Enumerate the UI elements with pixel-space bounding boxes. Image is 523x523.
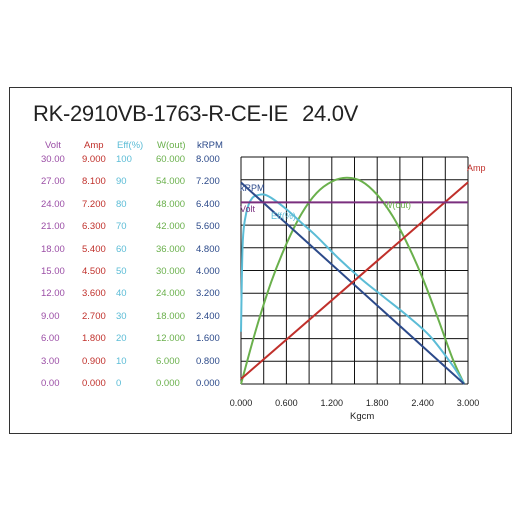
model-name: RK-2910VB-1763-R-CE-IE — [33, 101, 289, 126]
axis-tick-volt: 15.00 — [41, 266, 65, 277]
axis-tick-wout: 12.000 — [156, 333, 186, 345]
axis-tick-eff: 10 — [116, 355, 127, 367]
axis-tick-krpm: 4.800 — [196, 243, 220, 255]
series-line-wout — [240, 176, 466, 385]
axis-tick-amp: 8.100 — [82, 176, 106, 188]
axis-tick-eff: 70 — [116, 221, 127, 233]
axis-tick-amp: 7.200 — [82, 198, 106, 210]
axis-tick-krpm: 3.200 — [196, 288, 220, 300]
axis-tick-krpm: 5.600 — [196, 221, 220, 233]
x-tick-label: 0.000 — [229, 398, 253, 408]
axis-tick-amp: 2.700 — [82, 310, 106, 322]
axis-tick-krpm: 8.000 — [196, 154, 220, 165]
axis-tick-amp: 0.000 — [82, 378, 106, 389]
axis-tick-wout: 6.000 — [156, 355, 180, 367]
axis-tick-volt: 3.00 — [41, 355, 60, 367]
axis-tick-amp: 9.000 — [82, 154, 106, 165]
axis-tick-volt: 0.00 — [41, 378, 60, 389]
curve-label-amp: Amp — [467, 163, 486, 173]
axis-tick-wout: 42.000 — [156, 221, 186, 233]
x-tick-label: 1.200 — [320, 398, 344, 408]
curve-label-volt: Volt — [240, 204, 256, 214]
axis-tick-eff: 100 — [116, 154, 132, 165]
axis-tick-krpm: 4.000 — [196, 266, 220, 277]
x-tick-label: 1.800 — [365, 398, 389, 408]
axis-tick-amp: 5.400 — [82, 243, 106, 255]
curve-label-eff: Eff(%) — [271, 211, 296, 221]
axis-tick-krpm: 7.200 — [196, 176, 220, 188]
x-tick-label: 0.600 — [275, 398, 298, 408]
axis-tick-eff: 40 — [116, 288, 127, 300]
x-tick-label: 2.400 — [411, 398, 434, 408]
curve-label-krpm: kRPM — [240, 183, 265, 193]
grid — [240, 156, 469, 385]
axis-tick-volt: 27.00 — [41, 176, 65, 188]
axis-tick-amp: 1.800 — [82, 333, 106, 345]
x-axis-label: Kgcm — [350, 411, 375, 422]
axis-tick-wout: 60.000 — [156, 154, 186, 165]
axis-tick-eff: 60 — [116, 243, 127, 255]
axis-tick-amp: 0.900 — [82, 355, 106, 367]
axis-tick-volt: 30.00 — [41, 154, 65, 165]
axis-tick-wout: 36.000 — [156, 243, 186, 255]
axis-tick-eff: 20 — [116, 333, 127, 345]
series-line-amp — [240, 181, 469, 380]
axis-tick-krpm: 0.800 — [196, 355, 220, 367]
axis-tick-wout: 0.000 — [156, 378, 180, 389]
axis-tick-wout: 48.000 — [156, 198, 186, 210]
axis-tick-eff: 50 — [116, 266, 127, 277]
axis-header-amp: Amp — [84, 140, 104, 151]
axis-tick-volt: 12.00 — [41, 288, 65, 300]
axis-tick-amp: 4.500 — [82, 266, 106, 277]
axis-tick-krpm: 2.400 — [196, 310, 220, 322]
axis-header-krpm: kRPM — [197, 140, 223, 151]
axis-tick-krpm: 6.400 — [196, 198, 220, 210]
axis-tick-krpm: 1.600 — [196, 333, 220, 345]
axis-tick-wout: 24.000 — [156, 288, 186, 300]
axis-tick-eff: 30 — [116, 310, 127, 322]
x-tick-label: 3.000 — [456, 398, 480, 408]
axis-tick-wout: 18.000 — [156, 310, 186, 322]
axis-tick-volt: 18.00 — [41, 243, 65, 255]
axis-tick-volt: 21.00 — [41, 221, 65, 233]
axis-tick-eff: 0 — [116, 378, 122, 389]
axis-tick-wout: 54.000 — [156, 176, 186, 188]
curve-label-wout: W(out) — [384, 200, 411, 210]
axis-tick-volt: 6.00 — [41, 333, 60, 345]
axis-tick-eff: 90 — [116, 176, 127, 188]
axis-header-volt: Volt — [45, 140, 61, 151]
axis-tick-amp: 6.300 — [82, 221, 106, 233]
chart-frame — [9, 87, 512, 434]
voltage-rating: 24.0V — [302, 101, 359, 126]
axis-tick-eff: 80 — [116, 198, 127, 210]
axis-tick-wout: 30.000 — [156, 266, 186, 277]
axis-tick-volt: 9.00 — [41, 310, 60, 322]
axis-tick-krpm: 0.000 — [196, 378, 220, 389]
axis-header-wout: W(out) — [157, 140, 186, 151]
axis-tick-amp: 3.600 — [82, 288, 106, 300]
chart-title: RK-2910VB-1763-R-CE-IE 24.0V — [33, 101, 358, 127]
axis-header-eff: Eff(%) — [117, 140, 144, 151]
series-line-eff — [240, 193, 466, 385]
axis-tick-volt: 24.00 — [41, 198, 65, 210]
